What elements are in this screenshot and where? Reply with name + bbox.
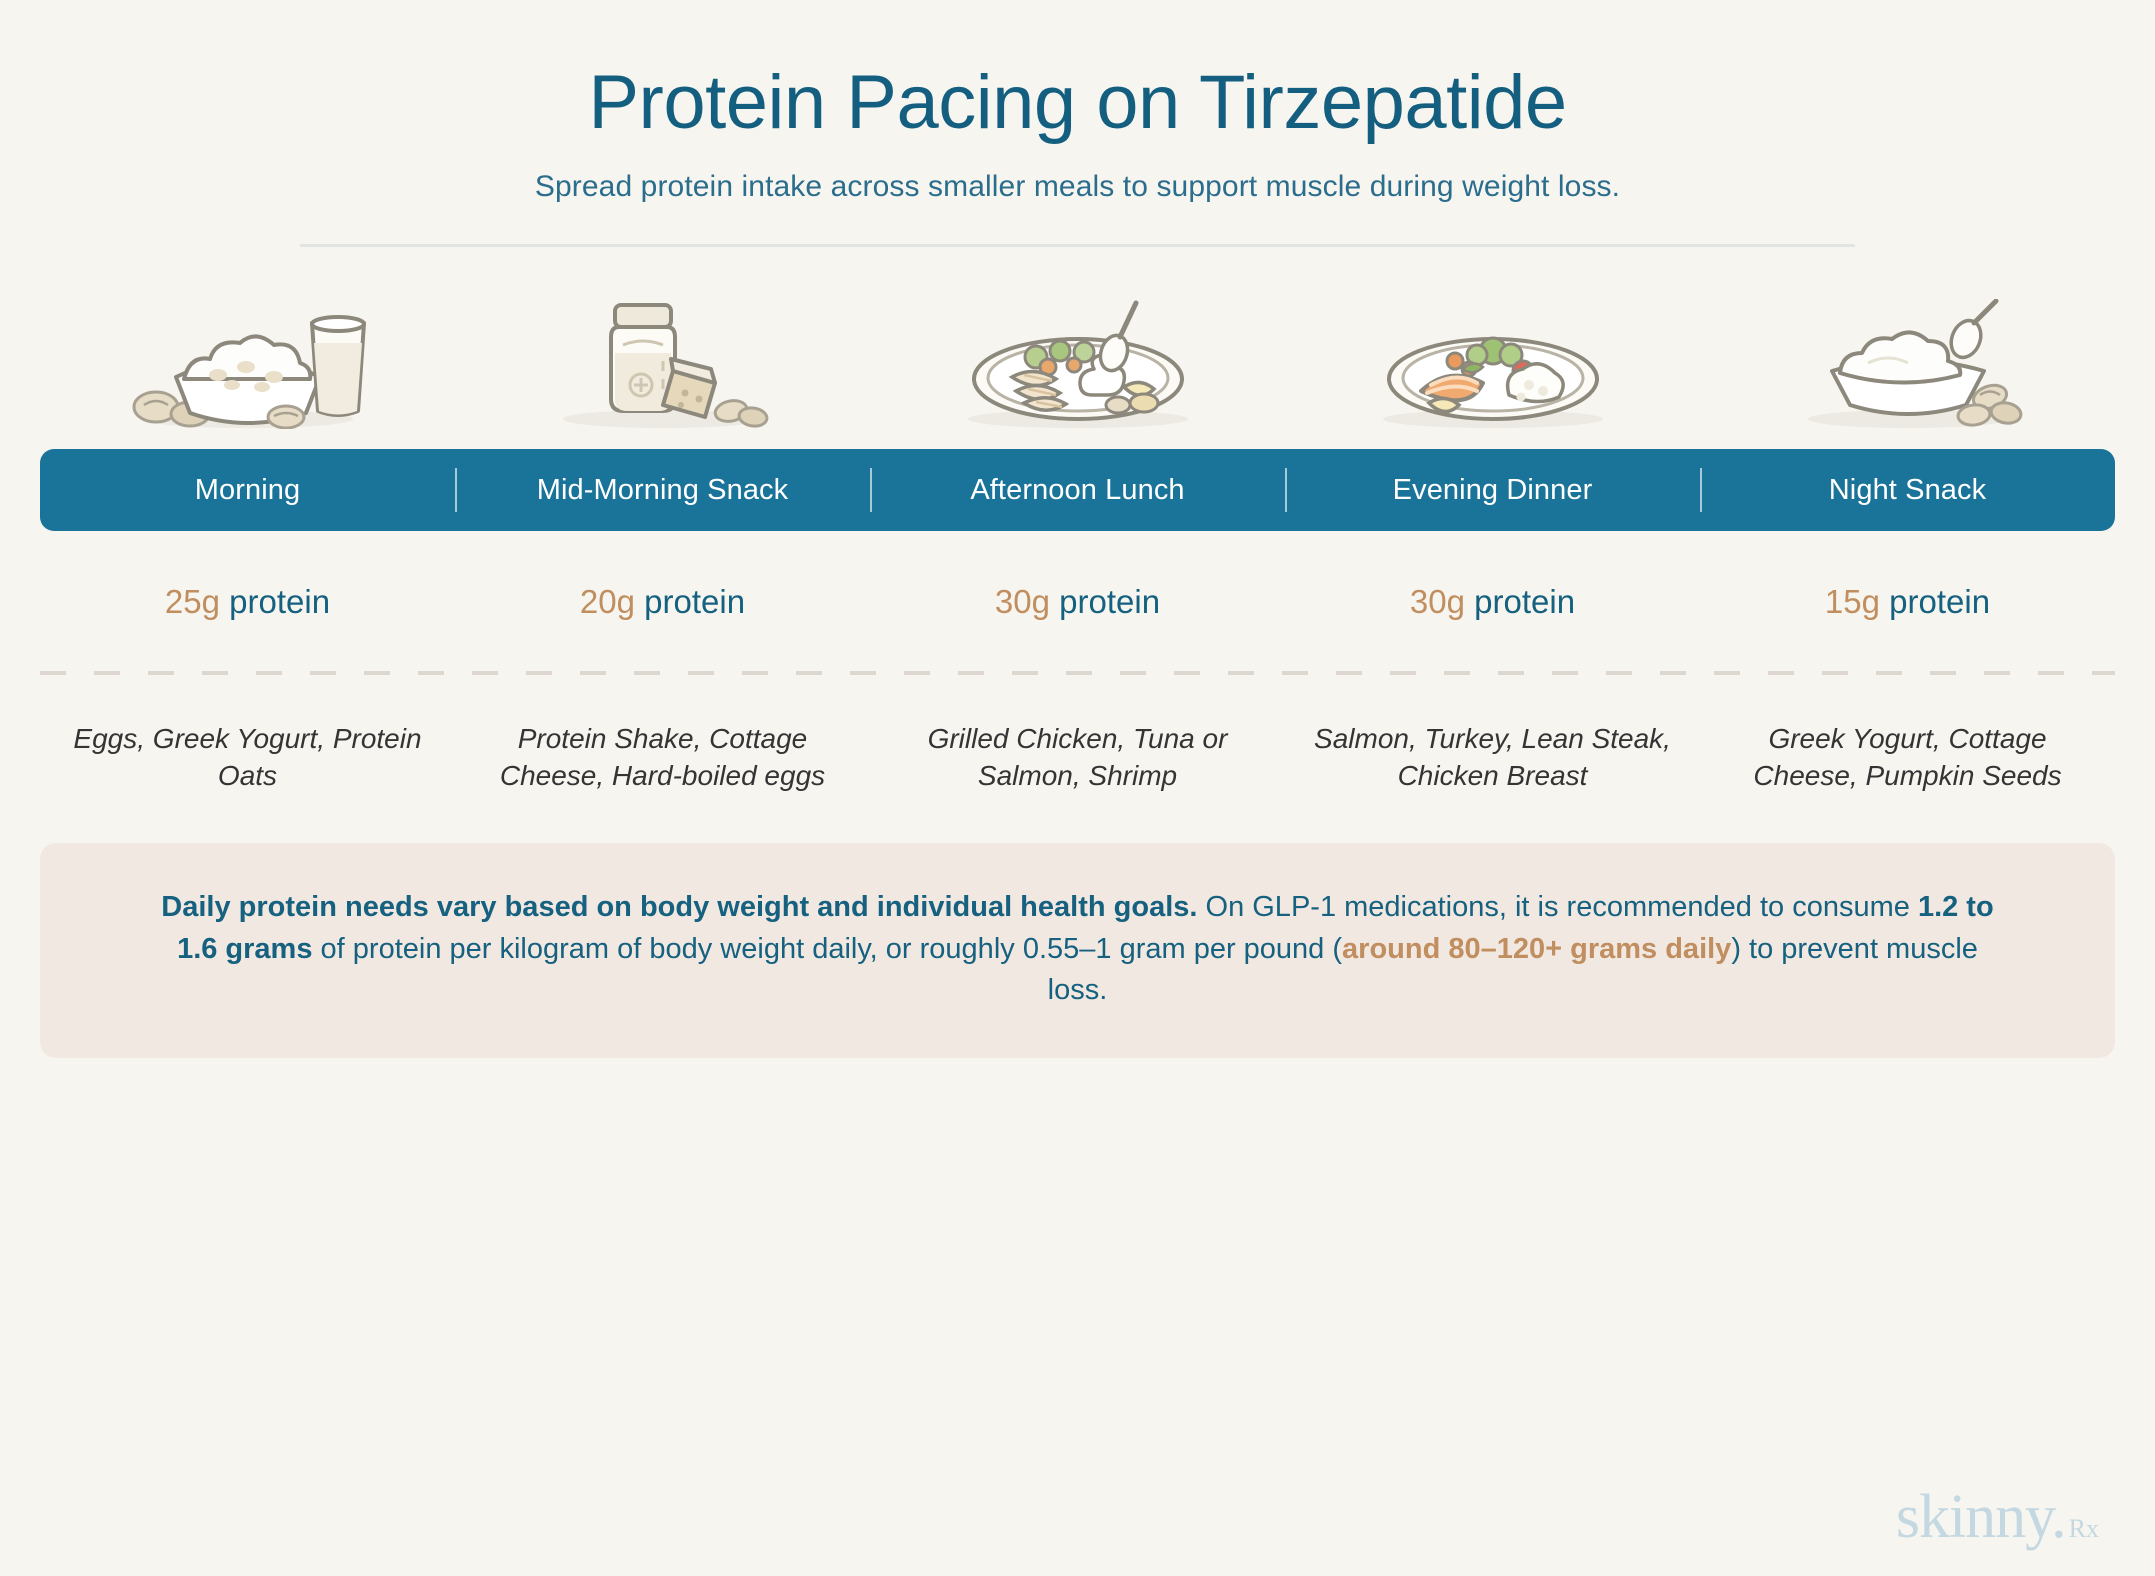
foods-mid-morning-snack: Protein Shake, Cottage Cheese, Hard-boil… — [499, 723, 826, 792]
protein-amount-row: 25g protein 20g protein 30g protein 30g … — [40, 583, 2115, 621]
brand-logo-suffix: Rx — [2068, 1514, 2099, 1543]
meal-header-night-snack[interactable]: Night Snack — [1700, 474, 2115, 507]
callout-box: Daily protein needs vary based on body w… — [40, 842, 2115, 1059]
protein-shaker-bar-icon — [455, 279, 870, 429]
section-divider-dashed — [40, 671, 2115, 676]
brand-logo: skinny. Rx — [1896, 1486, 2099, 1548]
meal-header-morning[interactable]: Morning — [194, 473, 301, 506]
protein-amount-value: 30g — [1409, 583, 1465, 621]
callout-text-3: ) to prevent muscle loss. — [1047, 932, 1978, 1007]
meal-header-evening-dinner[interactable]: Evening Dinner — [1285, 474, 1700, 507]
protein-amount-value: 30g — [994, 583, 1050, 621]
protein-evening-dinner: 30g protein — [1285, 583, 1700, 621]
protein-amount-label: protein — [644, 583, 746, 621]
protein-amount-label: protein — [229, 583, 331, 621]
protein-amount-label: protein — [1059, 583, 1161, 621]
foods-night-snack: Greek Yogurt, Cottage Cheese, Pumpkin Se… — [1753, 723, 2062, 792]
protein-amount-value: 20g — [579, 583, 635, 621]
protein-afternoon-lunch: 30g protein — [870, 583, 1285, 621]
oatmeal-bowl-milk-nuts-icon — [40, 279, 455, 430]
protein-amount-value: 15g — [1824, 583, 1880, 621]
protein-morning: 25g protein — [40, 583, 455, 621]
callout-text: Daily protein needs vary based on body w… — [160, 887, 1995, 1012]
foods-afternoon-lunch: Grilled Chicken, Tuna or Salmon, Shrimp — [927, 723, 1228, 792]
protein-amount-label: protein — [1474, 583, 1576, 621]
callout-bold-range: 1.2 to 1.6 grams — [177, 890, 1994, 965]
protein-night-snack: 15g protein — [1700, 583, 2115, 621]
page-subtitle: Spread protein intake across smaller mea… — [534, 170, 1621, 204]
brand-logo-word: skinny. — [1895, 1483, 2067, 1551]
callout-text-1: On GLP-1 medications, it is recommended … — [1197, 890, 1918, 923]
foods-evening-dinner: Salmon, Turkey, Lean Steak, Chicken Brea… — [1314, 723, 1671, 792]
yogurt-bowl-almonds-icon — [1700, 279, 2115, 429]
meal-header-bar: Morning Mid-Morning Snack Afternoon Lunc… — [40, 449, 2115, 532]
callout-bold-lead: Daily protein needs vary based on body w… — [161, 890, 1198, 923]
protein-amount-value: 25g — [164, 583, 220, 621]
callout-text-2: of protein per kilogram of body weight d… — [312, 932, 1343, 965]
page-title: Protein Pacing on Tirzepatide — [588, 60, 1567, 145]
meal-header-mid-morning-snack[interactable]: Mid-Morning Snack — [455, 474, 870, 507]
meal-header-afternoon-lunch[interactable]: Afternoon Lunch — [870, 474, 1285, 507]
protein-amount-label: protein — [1889, 583, 1991, 621]
header-divider — [300, 244, 1855, 248]
chicken-salad-plate-icon — [870, 279, 1285, 429]
callout-tan-range: around 80–120+ grams daily — [1342, 932, 1732, 965]
foods-morning: Eggs, Greek Yogurt, Protein Oats — [73, 723, 422, 792]
header: Protein Pacing on Tirzepatide Spread pro… — [0, 0, 2155, 248]
illustration-row — [40, 279, 2115, 430]
salmon-dinner-plate-icon — [1285, 279, 1700, 429]
protein-mid-morning-snack: 20g protein — [455, 583, 870, 621]
food-suggestions-row: Eggs, Greek Yogurt, Protein Oats Protein… — [40, 721, 2115, 795]
